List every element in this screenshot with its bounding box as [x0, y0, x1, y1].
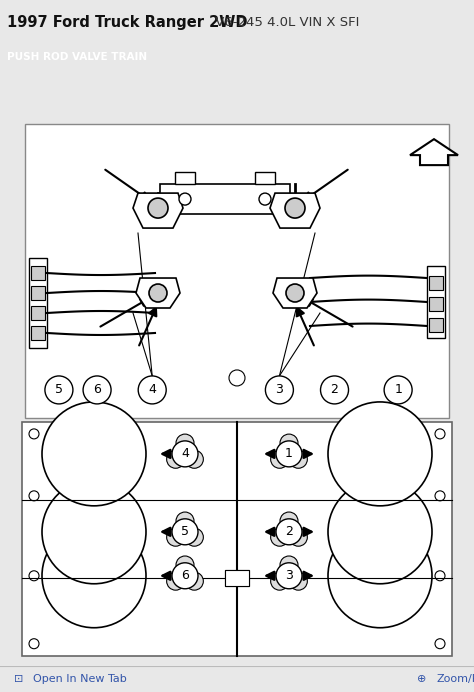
Circle shape: [289, 572, 307, 590]
Circle shape: [42, 402, 146, 506]
Bar: [25, 124, 449, 418]
Circle shape: [276, 563, 302, 589]
Circle shape: [280, 512, 298, 530]
Circle shape: [435, 491, 445, 501]
Circle shape: [265, 376, 293, 404]
Bar: [31, 266, 45, 280]
Text: 1: 1: [394, 383, 402, 397]
Text: 1: 1: [285, 448, 293, 460]
Bar: [429, 276, 443, 290]
Circle shape: [42, 524, 146, 628]
Circle shape: [167, 572, 185, 590]
Circle shape: [280, 434, 298, 452]
Circle shape: [167, 528, 185, 546]
Bar: [429, 297, 443, 311]
Text: V6-245 4.0L VIN X SFI: V6-245 4.0L VIN X SFI: [211, 16, 359, 29]
Circle shape: [286, 284, 304, 302]
Circle shape: [176, 512, 194, 530]
Circle shape: [29, 571, 39, 581]
Bar: [225, 570, 249, 585]
Circle shape: [328, 524, 432, 628]
Circle shape: [172, 519, 198, 545]
Circle shape: [328, 480, 432, 584]
Circle shape: [148, 198, 168, 218]
Circle shape: [172, 441, 198, 467]
Text: Open In New Tab: Open In New Tab: [33, 674, 127, 684]
Circle shape: [149, 284, 167, 302]
Text: 4: 4: [148, 383, 156, 397]
Circle shape: [229, 370, 245, 386]
Circle shape: [83, 376, 111, 404]
Polygon shape: [133, 193, 183, 228]
Circle shape: [176, 434, 194, 452]
Text: 5: 5: [181, 525, 189, 538]
Text: 6: 6: [181, 570, 189, 582]
Bar: [175, 172, 195, 184]
Circle shape: [276, 441, 302, 467]
Text: 3: 3: [285, 570, 293, 582]
Text: 4: 4: [181, 448, 189, 460]
Circle shape: [29, 639, 39, 648]
Bar: [160, 184, 290, 214]
Circle shape: [138, 376, 166, 404]
Circle shape: [276, 519, 302, 545]
Bar: [29, 258, 47, 348]
Polygon shape: [273, 278, 317, 308]
Circle shape: [179, 193, 191, 205]
Bar: [225, 570, 249, 585]
Bar: [255, 172, 275, 184]
Circle shape: [271, 450, 289, 468]
Text: 1997 Ford Truck Ranger 2WD: 1997 Ford Truck Ranger 2WD: [7, 15, 247, 30]
Bar: [31, 306, 45, 320]
Text: 2: 2: [285, 525, 293, 538]
Polygon shape: [136, 278, 180, 308]
Bar: [31, 286, 45, 300]
Polygon shape: [410, 139, 458, 165]
Circle shape: [271, 528, 289, 546]
Circle shape: [29, 491, 39, 501]
Circle shape: [42, 480, 146, 584]
Polygon shape: [270, 193, 320, 228]
Circle shape: [29, 429, 39, 439]
Text: PUSH ROD VALVE TRAIN: PUSH ROD VALVE TRAIN: [7, 53, 147, 62]
Circle shape: [289, 450, 307, 468]
Text: ⊕: ⊕: [417, 674, 427, 684]
Bar: [427, 266, 445, 338]
Circle shape: [435, 571, 445, 581]
Circle shape: [259, 193, 271, 205]
Bar: [31, 326, 45, 340]
Circle shape: [45, 376, 73, 404]
Bar: [22, 422, 452, 656]
Text: 2: 2: [330, 383, 338, 397]
Circle shape: [285, 198, 305, 218]
Circle shape: [185, 450, 203, 468]
Text: 6: 6: [93, 383, 101, 397]
Circle shape: [435, 639, 445, 648]
Circle shape: [172, 563, 198, 589]
Circle shape: [185, 572, 203, 590]
Text: ⊡: ⊡: [14, 674, 24, 684]
Circle shape: [320, 376, 348, 404]
Circle shape: [289, 528, 307, 546]
Circle shape: [280, 556, 298, 574]
Text: 3: 3: [275, 383, 283, 397]
Circle shape: [185, 528, 203, 546]
Circle shape: [384, 376, 412, 404]
Text: 5: 5: [55, 383, 63, 397]
Bar: [429, 318, 443, 332]
Circle shape: [167, 450, 185, 468]
Circle shape: [271, 572, 289, 590]
Circle shape: [176, 556, 194, 574]
Circle shape: [328, 402, 432, 506]
Circle shape: [435, 429, 445, 439]
Text: Zoom/Print: Zoom/Print: [436, 674, 474, 684]
